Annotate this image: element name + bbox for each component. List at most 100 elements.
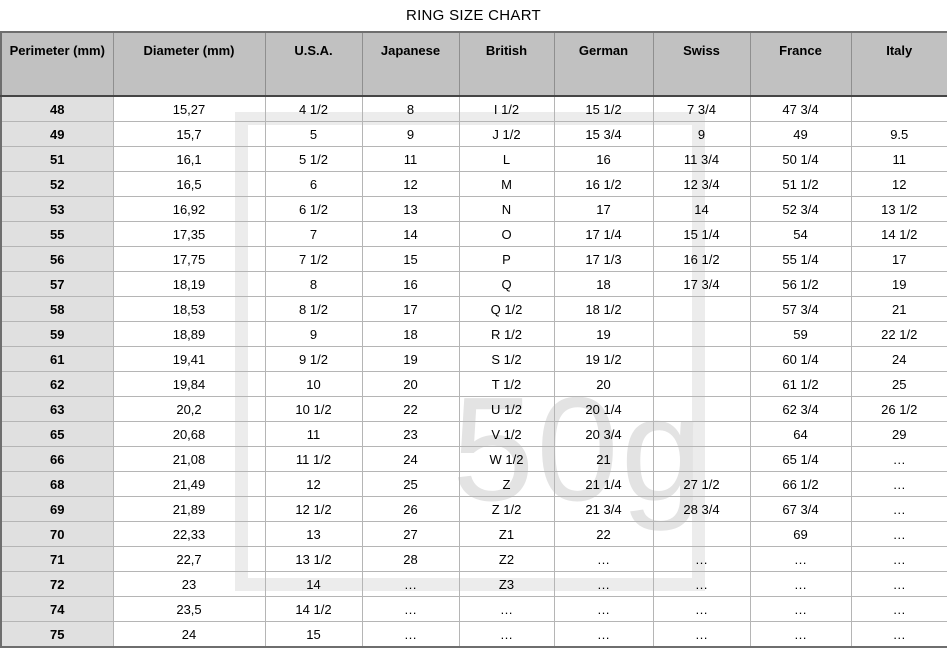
- table-row: 62 19,84 10 20 T 1/2 20 61 1/2 25: [1, 371, 947, 397]
- cell: 15: [362, 246, 460, 272]
- cell: I 1/2: [459, 96, 555, 122]
- perimeter-cell: 57: [1, 271, 114, 297]
- cell: 9.5: [851, 121, 947, 147]
- column-header: Italy: [851, 32, 947, 97]
- table-header: Perimeter (mm) Diameter (mm) U.S.A. Japanes…: [1, 32, 947, 97]
- cell: 17: [362, 296, 460, 322]
- perimeter-cell: 71: [1, 546, 114, 572]
- cell: 5: [265, 121, 363, 147]
- cell: 16,5: [113, 171, 266, 197]
- cell: V 1/2: [459, 421, 555, 447]
- cell: …: [750, 571, 852, 597]
- table-row: 71 22,7 13 1/2 28 Z2…………: [1, 546, 947, 572]
- cell: …: [750, 621, 852, 648]
- cell: …: [459, 621, 555, 648]
- cell: 27: [362, 521, 460, 547]
- cell: 64: [750, 421, 852, 447]
- perimeter-cell: 65: [1, 421, 114, 447]
- cell: 11: [851, 146, 947, 172]
- cell: 29: [851, 421, 947, 447]
- cell: Q 1/2: [459, 296, 555, 322]
- cell: 54: [750, 221, 852, 247]
- cell: …: [851, 446, 947, 472]
- cell: 13 1/2: [265, 546, 363, 572]
- cell: 56 1/2: [750, 271, 852, 297]
- perimeter-cell: 69: [1, 496, 114, 522]
- cell: [653, 446, 751, 472]
- cell: 16 1/2: [653, 246, 751, 272]
- cell: 15 3/4: [554, 121, 654, 147]
- cell: Z: [459, 471, 555, 497]
- perimeter-cell: 68: [1, 471, 114, 497]
- cell: 47 3/4: [750, 96, 852, 122]
- cell: 19 1/2: [554, 346, 654, 372]
- cell: 61 1/2: [750, 371, 852, 397]
- cell: 11 3/4: [653, 146, 751, 172]
- table-row: 63 20,2 10 1/2 22 U 1/2 20 1/4 62 3/4 26 1/2: [1, 396, 947, 422]
- cell: P: [459, 246, 555, 272]
- table-row: 75 24 15………………: [1, 621, 947, 648]
- cell: 25: [851, 371, 947, 397]
- perimeter-cell: 66: [1, 446, 114, 472]
- cell: 24: [113, 621, 266, 648]
- cell: [851, 96, 947, 122]
- cell: 12 3/4: [653, 171, 751, 197]
- cell: 12: [362, 171, 460, 197]
- perimeter-cell: 51: [1, 146, 114, 172]
- cell: 16 1/2: [554, 171, 654, 197]
- cell: …: [554, 546, 654, 572]
- cell: L: [459, 146, 555, 172]
- cell: …: [750, 596, 852, 622]
- cell: 8: [265, 271, 363, 297]
- cell: 13: [362, 196, 460, 222]
- page-title: RING SIZE CHART: [405, 7, 542, 24]
- perimeter-cell: 70: [1, 521, 114, 547]
- cell: 7 1/2: [265, 246, 363, 272]
- cell: Z1: [459, 521, 555, 547]
- cell: 9: [653, 121, 751, 147]
- column-header: Swiss: [653, 32, 751, 97]
- cell: 12: [851, 171, 947, 197]
- cell: 22,33: [113, 521, 266, 547]
- cell: 24: [851, 346, 947, 372]
- cell: 62 3/4: [750, 396, 852, 422]
- column-header: British: [459, 32, 555, 97]
- cell: [653, 396, 751, 422]
- cell: …: [851, 596, 947, 622]
- cell: 20: [554, 371, 654, 397]
- cell: T 1/2: [459, 371, 555, 397]
- cell: 55 1/4: [750, 246, 852, 272]
- cell: …: [554, 621, 654, 648]
- cell: 21: [851, 296, 947, 322]
- column-header: France: [750, 32, 852, 97]
- cell: 6: [265, 171, 363, 197]
- cell: 7: [265, 221, 363, 247]
- cell: 22: [554, 521, 654, 547]
- perimeter-cell: 55: [1, 221, 114, 247]
- cell: 17: [851, 246, 947, 272]
- table-row: 59 18,89 9 18 R 1/2 19 59 22 1/2: [1, 321, 947, 347]
- cell: 12 1/2: [265, 496, 363, 522]
- cell: 19,84: [113, 371, 266, 397]
- cell: 14 1/2: [265, 596, 363, 622]
- cell: 20 3/4: [554, 421, 654, 447]
- column-header: German: [554, 32, 654, 97]
- cell: 10 1/2: [265, 396, 363, 422]
- cell: 15,7: [113, 121, 266, 147]
- cell: …: [851, 471, 947, 497]
- table-row: 65 20,68 11 23 V 1/2 20 3/4 64 29: [1, 421, 947, 447]
- cell: 23: [113, 571, 266, 597]
- cell: …: [653, 596, 751, 622]
- cell: …: [750, 546, 852, 572]
- cell: …: [362, 571, 460, 597]
- cell: 21: [554, 446, 654, 472]
- cell: 18,53: [113, 296, 266, 322]
- cell: [653, 346, 751, 372]
- cell: 14 1/2: [851, 221, 947, 247]
- ring-size-table: Perimeter (mm) Diameter (mm) U.S.A. Japanes…: [0, 31, 947, 648]
- cell: J 1/2: [459, 121, 555, 147]
- cell: Z2: [459, 546, 555, 572]
- cell: 20,2: [113, 396, 266, 422]
- cell: 50 1/4: [750, 146, 852, 172]
- table-row: 69 21,89 12 1/2 26 Z 1/2 21 3/4 28 3/4 67 3/4…: [1, 496, 947, 522]
